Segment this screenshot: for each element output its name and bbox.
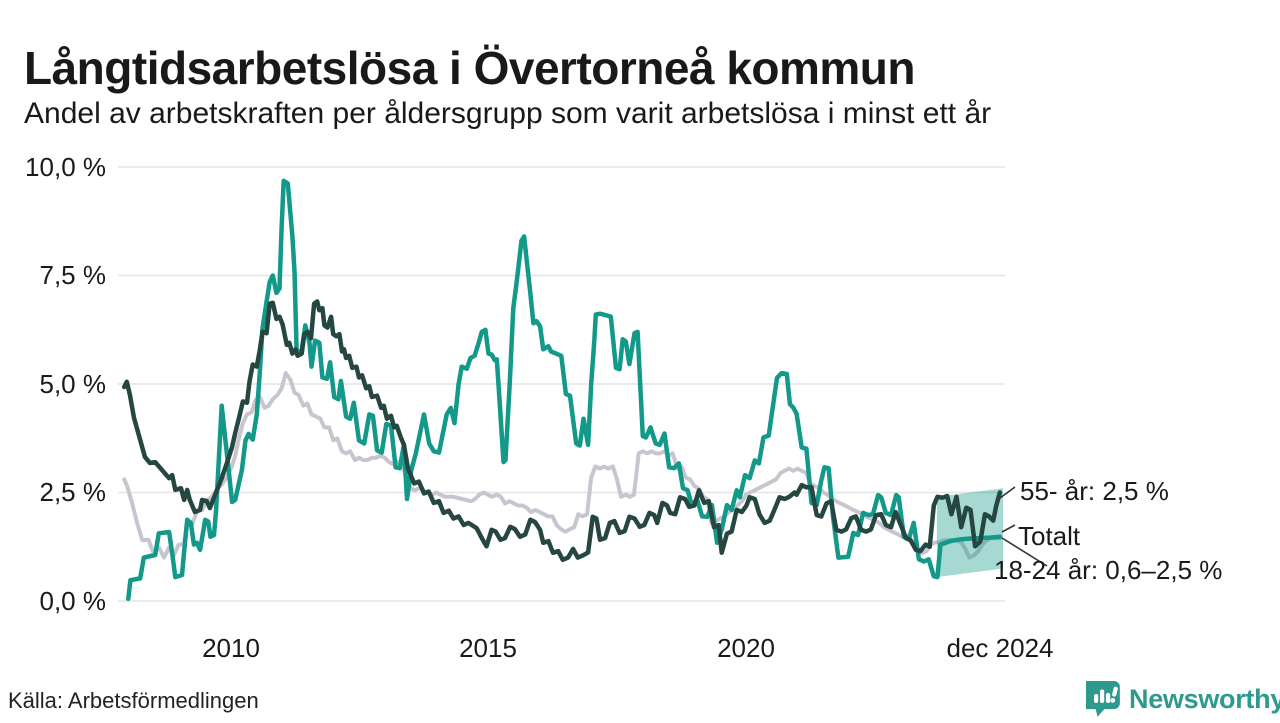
connector-18-24-line [1001,537,1048,567]
newsworthy-wordmark: Newsworthy [1129,683,1280,714]
page-title: Långtidsarbetslösa i Övertorneå kommun [24,41,916,94]
newsworthy-logo[interactable]: Newsworthy [1080,680,1280,718]
connector-55-line [999,486,1016,499]
y-axis-tick-5: 5,0 % [39,369,107,399]
connector-totalt-line [1001,524,1016,533]
x-axis-tick-2015: 2015 [459,633,517,663]
y-axis-tick-0: 0,0 % [39,586,107,616]
x-axis-tick-2020: 2020 [717,633,775,663]
x-axis-tick-dec-2024: dec 2024 [946,633,1054,663]
series-label-18-24-ar: 18-24 år: 0,6–2,5 % [994,555,1223,585]
x-axis-tick-2010: 2010 [202,633,260,663]
y-axis-tick-7-5: 7,5 % [39,260,107,290]
series-label-totalt: Totalt [1018,521,1081,551]
y-axis-tick-2-5: 2,5 % [39,477,107,507]
series-label-55-ar: 55- år: 2,5 % [1020,476,1169,506]
y-axis-tick-10: 10,0 % [25,152,106,182]
line-series-55- år [121,299,1003,563]
line-series-18-24 år [126,178,1003,602]
chart-subtitle: Andel av arbetskraften per åldersgrupp s… [24,97,992,130]
source-attribution: Källa: Arbetsförmedlingen [8,688,259,713]
line-series-Totalt [122,371,1002,560]
newsworthy-chart-pin-icon [1080,680,1122,718]
annotation-connectors [999,486,1048,567]
